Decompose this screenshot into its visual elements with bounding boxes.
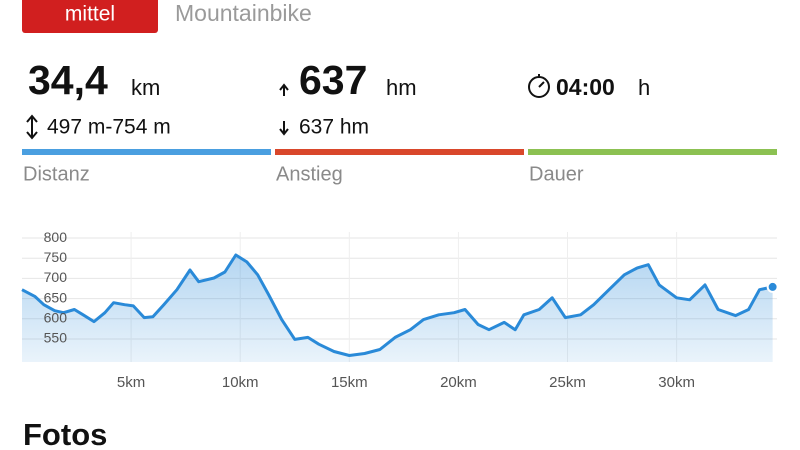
stat-sub: 637 hm bbox=[299, 116, 369, 139]
difficulty-badge bbox=[22, 0, 158, 33]
stat-value: 637 bbox=[299, 57, 367, 103]
stat-value: 34,4 bbox=[28, 57, 108, 103]
y-tick-label: 550 bbox=[44, 330, 68, 346]
up-icon bbox=[279, 83, 289, 96]
range-icon bbox=[26, 114, 38, 140]
stat-label: Distanz bbox=[23, 163, 90, 185]
x-tick-label: 10km bbox=[222, 374, 259, 391]
x-tick-label: 20km bbox=[440, 374, 477, 391]
x-tick-label: 5km bbox=[117, 374, 145, 391]
y-tick-label: 650 bbox=[44, 289, 68, 305]
stat-value: 04:00 bbox=[556, 74, 615, 100]
x-tick-label: 25km bbox=[549, 374, 586, 391]
stat-label: Dauer bbox=[529, 163, 584, 185]
sport: Mountainbike bbox=[175, 0, 312, 26]
y-tick-label: 750 bbox=[44, 249, 68, 265]
stat-bar bbox=[275, 149, 524, 155]
stat-label: Anstieg bbox=[276, 163, 343, 185]
x-tick-label: 30km bbox=[658, 374, 695, 391]
elevation-area bbox=[22, 255, 773, 362]
stat-bar bbox=[528, 149, 777, 155]
y-tick-label: 800 bbox=[44, 229, 68, 245]
y-tick-label: 700 bbox=[44, 269, 68, 285]
stopwatch-icon bbox=[528, 74, 550, 98]
x-tick-label: 15km bbox=[331, 374, 368, 391]
y-tick-label: 600 bbox=[44, 310, 68, 326]
end-point bbox=[766, 280, 779, 293]
stat-unit: hm bbox=[386, 75, 417, 100]
difficulty: mittel bbox=[65, 3, 115, 26]
down-icon bbox=[279, 121, 289, 136]
stat-bar bbox=[22, 149, 271, 155]
stat-unit: h bbox=[638, 75, 650, 100]
stat-unit: km bbox=[131, 75, 160, 100]
elevation-line bbox=[21, 253, 773, 357]
stat-sub: 497 m-754 m bbox=[47, 116, 171, 139]
section-title: Fotos bbox=[23, 417, 107, 450]
